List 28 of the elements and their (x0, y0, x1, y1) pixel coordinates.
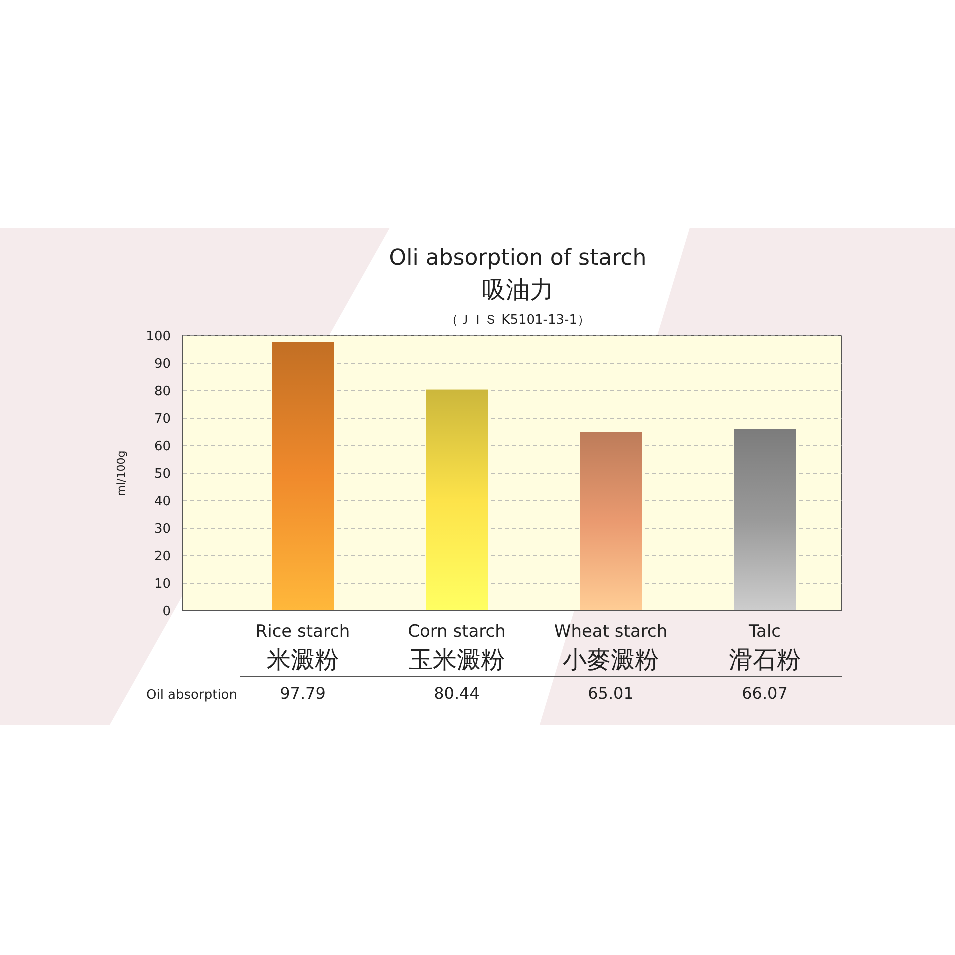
y-tick-label: 30 (154, 522, 171, 538)
y-tick-label: 20 (154, 550, 171, 565)
data-label: 65.01 (588, 684, 634, 703)
bar (426, 390, 488, 611)
y-tick-label: 80 (154, 384, 171, 400)
data-label: 97.79 (280, 684, 326, 703)
y-axis-title: ml/100g (115, 450, 128, 496)
data-label: 66.07 (742, 684, 788, 703)
bar (272, 342, 334, 611)
text: （ＪＩＳ K5101-13-1） (446, 313, 590, 328)
x-tick-label: Corn starch 玉米澱粉 (408, 622, 506, 674)
y-tick-label: 0 (162, 604, 171, 620)
y-tick-label: 100 (146, 330, 171, 345)
y-tick-label: 90 (154, 357, 171, 372)
chart-subtitle: 吸油力 (482, 276, 554, 304)
x-tick-label: Talc 滑石粉 (729, 622, 801, 674)
y-tick-label: 50 (154, 467, 171, 482)
y-tick-label: 10 (154, 577, 171, 592)
y-tick-label: 60 (154, 440, 171, 455)
x-tick-label: Wheat starch 小麥澱粉 (554, 622, 668, 674)
text: Oil absorption (146, 688, 238, 703)
x-tick-label: Rice starch 米澱粉 (256, 622, 350, 674)
bar (580, 432, 642, 611)
chart-title: Oli absorption of starch (389, 246, 647, 271)
data-label: 80.44 (434, 684, 480, 703)
bar (734, 429, 796, 611)
y-tick-label: 70 (154, 412, 171, 428)
y-tick-label: 40 (154, 494, 171, 510)
